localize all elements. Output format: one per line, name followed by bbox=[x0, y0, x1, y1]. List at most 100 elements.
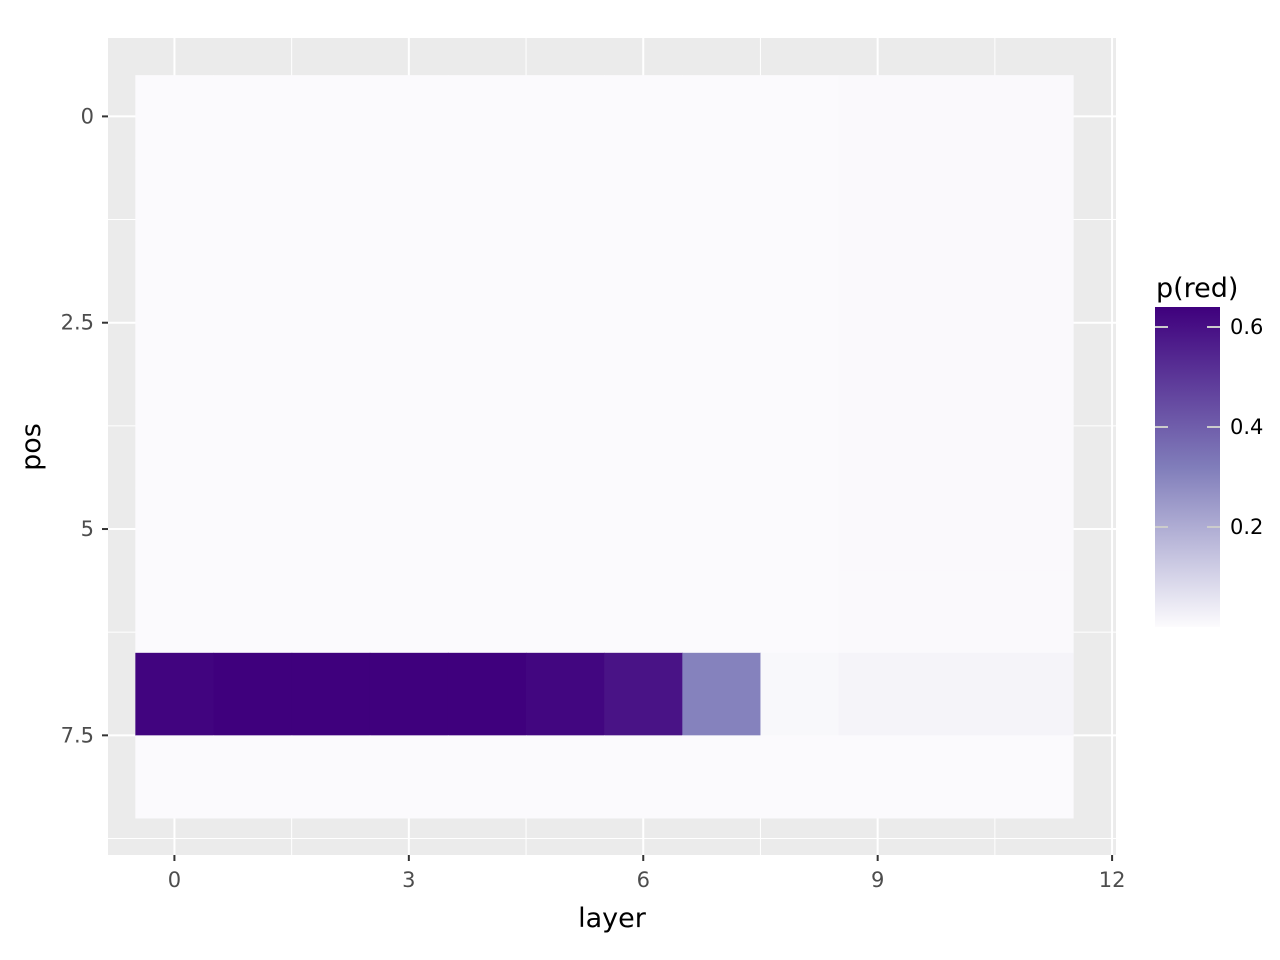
y-axis: 0 2.5 5 7.5 bbox=[61, 104, 108, 747]
heatmap-tile bbox=[135, 240, 215, 324]
heatmap-tile bbox=[291, 652, 371, 736]
heatmap-tile bbox=[291, 240, 371, 324]
heatmap-tile bbox=[916, 75, 996, 159]
heatmap-tile bbox=[135, 570, 215, 654]
heatmap-tile bbox=[135, 735, 215, 819]
heatmap-tile bbox=[994, 570, 1074, 654]
heatmap-tile bbox=[838, 322, 918, 406]
heatmap-tile bbox=[604, 322, 683, 406]
heatmap-tile bbox=[916, 157, 996, 241]
heatmap-tile bbox=[526, 735, 605, 819]
heatmap-tile bbox=[604, 405, 683, 489]
heatmap-tile bbox=[994, 75, 1074, 159]
y-axis-title: pos bbox=[16, 423, 47, 471]
x-tick-label: 9 bbox=[871, 868, 884, 892]
heatmap-tile bbox=[213, 652, 293, 736]
heatmap-tile bbox=[838, 240, 918, 324]
heatmap-tile bbox=[760, 652, 840, 736]
legend-label: 0.4 bbox=[1230, 415, 1263, 439]
heatmap-tile bbox=[213, 405, 293, 489]
heatmap-tile bbox=[447, 157, 527, 241]
x-axis-title: layer bbox=[578, 903, 647, 934]
heatmap-tile bbox=[916, 735, 996, 819]
heatmap-tile bbox=[213, 75, 293, 159]
heatmap-tile bbox=[213, 157, 293, 241]
heatmap-tile bbox=[760, 735, 840, 819]
heatmap-tile bbox=[447, 487, 527, 571]
heatmap-tile bbox=[369, 157, 449, 241]
legend-title: p(red) bbox=[1156, 273, 1238, 304]
heatmap-tile bbox=[682, 570, 762, 654]
heatmap-tile bbox=[994, 240, 1074, 324]
heatmap-tile bbox=[760, 157, 840, 241]
heatmap-tile bbox=[994, 652, 1074, 736]
heatmap-tile bbox=[682, 735, 762, 819]
heatmap-tile bbox=[604, 487, 683, 571]
heatmap-tile bbox=[604, 735, 683, 819]
heatmap-tile bbox=[526, 240, 605, 324]
heatmap-tile bbox=[291, 570, 371, 654]
heatmap-tile bbox=[760, 322, 840, 406]
heatmap-tile bbox=[682, 405, 762, 489]
heatmap-tile bbox=[369, 735, 449, 819]
heatmap-tile bbox=[916, 322, 996, 406]
heatmap-tile bbox=[369, 487, 449, 571]
heatmap-tile bbox=[213, 322, 293, 406]
y-tick-label: 0 bbox=[81, 104, 94, 128]
heatmap-tile bbox=[291, 487, 371, 571]
heatmap-tile bbox=[838, 652, 918, 736]
heatmap-tile bbox=[682, 157, 762, 241]
heatmap-tile bbox=[291, 735, 371, 819]
legend-label: 0.2 bbox=[1230, 515, 1263, 539]
heatmap-tile bbox=[135, 405, 215, 489]
heatmap-tile bbox=[447, 570, 527, 654]
legend-colorbar bbox=[1155, 307, 1220, 627]
heatmap-tiles bbox=[135, 75, 1074, 819]
heatmap-tile bbox=[447, 75, 527, 159]
heatmap-tile bbox=[682, 240, 762, 324]
heatmap-tile bbox=[604, 570, 683, 654]
heatmap-tile bbox=[135, 652, 215, 736]
heatmap-tile bbox=[994, 322, 1074, 406]
heatmap-tile bbox=[369, 405, 449, 489]
heatmap-tile bbox=[135, 157, 215, 241]
heatmap-tile bbox=[916, 487, 996, 571]
heatmap-tile bbox=[604, 157, 683, 241]
heatmap-tile bbox=[526, 570, 605, 654]
heatmap-tile bbox=[838, 487, 918, 571]
heatmap-tile bbox=[916, 240, 996, 324]
heatmap-tile bbox=[994, 735, 1074, 819]
heatmap-tile bbox=[447, 652, 527, 736]
heatmap-tile bbox=[135, 487, 215, 571]
heatmap-tile bbox=[291, 322, 371, 406]
heatmap-tile bbox=[369, 322, 449, 406]
heatmap-tile bbox=[526, 405, 605, 489]
heatmap-tile bbox=[447, 735, 527, 819]
heatmap-tile bbox=[369, 570, 449, 654]
heatmap-tile bbox=[760, 240, 840, 324]
x-tick-label: 6 bbox=[637, 868, 650, 892]
legend-label: 0.6 bbox=[1230, 315, 1263, 339]
heatmap-tile bbox=[369, 240, 449, 324]
heatmap-tile bbox=[213, 735, 293, 819]
heatmap-tile bbox=[994, 487, 1074, 571]
heatmap-tile bbox=[291, 75, 371, 159]
heatmap-tile bbox=[760, 570, 840, 654]
heatmap-tile bbox=[916, 405, 996, 489]
y-tick-label: 2.5 bbox=[61, 311, 94, 335]
heatmap-tile bbox=[760, 487, 840, 571]
heatmap-tile bbox=[682, 487, 762, 571]
heatmap-tile bbox=[994, 157, 1074, 241]
heatmap-tile bbox=[369, 75, 449, 159]
heatmap-tile bbox=[838, 570, 918, 654]
heatmap-tile bbox=[838, 75, 918, 159]
heatmap-tile bbox=[916, 570, 996, 654]
x-tick-label: 12 bbox=[1099, 868, 1126, 892]
heatmap-tile bbox=[213, 570, 293, 654]
heatmap-tile bbox=[526, 487, 605, 571]
heatmap-tile bbox=[213, 240, 293, 324]
heatmap-tile bbox=[369, 652, 449, 736]
legend: p(red) 0.6 0.4 0.2 bbox=[1155, 273, 1263, 627]
heatmap-tile bbox=[526, 652, 605, 736]
